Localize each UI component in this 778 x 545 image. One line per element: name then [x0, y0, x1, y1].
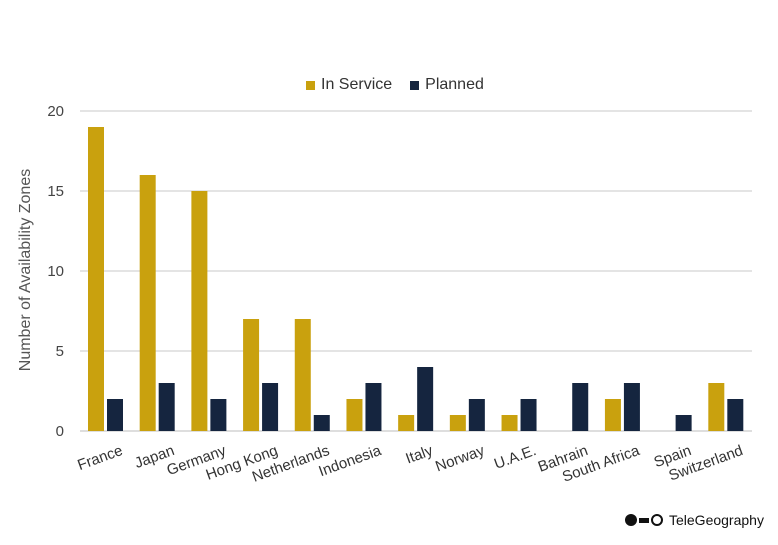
- bar-planned: [262, 383, 279, 431]
- y-tick-label: 0: [56, 423, 64, 440]
- x-tick-label: Norway: [433, 442, 487, 476]
- legend-label-in-service: In Service: [321, 76, 393, 93]
- y-axis-label: Number of Availability Zones: [17, 168, 34, 372]
- legend-label-planned: Planned: [425, 76, 484, 93]
- bar-in-service: [191, 191, 208, 431]
- bar-planned: [158, 383, 175, 431]
- y-tick-label: 15: [47, 183, 64, 200]
- telegeography-logo-icon: [625, 514, 663, 526]
- bar-in-service: [88, 127, 104, 431]
- legend-swatch-planned: [410, 80, 420, 90]
- bar-in-service: [346, 399, 363, 431]
- logo-text: TeleGeography: [669, 512, 764, 528]
- bars: [88, 127, 744, 431]
- bar-planned: [313, 415, 330, 431]
- bar-planned: [107, 399, 123, 431]
- bar-in-service: [604, 399, 621, 431]
- bar-in-service: [398, 415, 415, 431]
- x-tick-label: U.A.E.: [492, 442, 539, 473]
- y-axis-ticks: 0 5 10 15 20: [47, 103, 64, 440]
- bar-in-service: [501, 415, 518, 431]
- bar-planned: [727, 399, 744, 431]
- bar-in-service: [139, 175, 156, 431]
- bar-in-service: [708, 383, 725, 431]
- x-tick-label: Italy: [403, 442, 435, 468]
- bar-in-service: [243, 319, 260, 431]
- y-tick-label: 5: [56, 343, 64, 360]
- y-tick-label: 20: [47, 103, 64, 120]
- bar-in-service: [294, 319, 311, 431]
- legend-item-in-service: In Service: [306, 76, 392, 94]
- gridlines: [80, 110, 752, 432]
- y-tick-label: 10: [47, 263, 64, 280]
- bar-planned: [675, 415, 692, 431]
- x-tick-label: France: [75, 442, 125, 474]
- legend: In Service Planned: [306, 76, 484, 94]
- legend-swatch-in-service: [306, 80, 315, 90]
- bar-planned: [210, 399, 227, 431]
- legend-item-planned: Planned: [410, 76, 484, 94]
- bar-planned: [417, 367, 434, 431]
- bar-in-service: [449, 415, 466, 431]
- bar-planned: [468, 399, 485, 431]
- bar-planned: [520, 399, 537, 431]
- telegeography-logo: TeleGeography: [625, 512, 764, 528]
- bar-planned: [365, 383, 382, 431]
- bar-planned: [572, 383, 589, 431]
- bar-planned: [623, 383, 640, 431]
